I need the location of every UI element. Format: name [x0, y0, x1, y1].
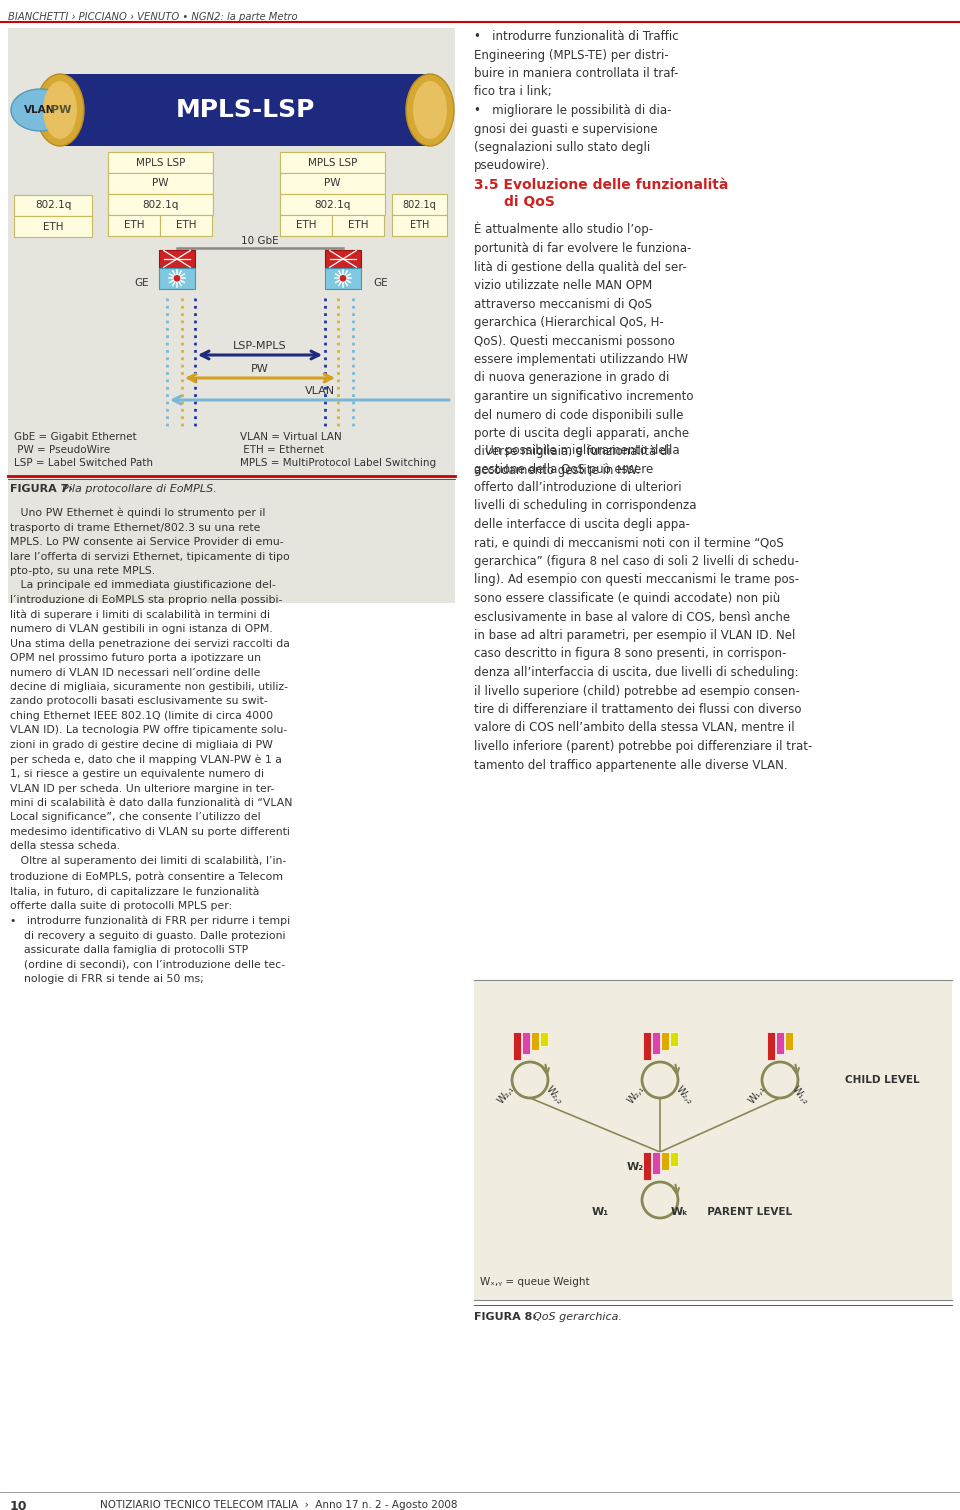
- Text: 3.5 Evoluzione delle funzionalità: 3.5 Evoluzione delle funzionalità: [474, 178, 729, 192]
- Text: GE: GE: [373, 278, 388, 288]
- Text: ETH: ETH: [43, 222, 63, 231]
- Text: 10: 10: [10, 1499, 28, 1510]
- Ellipse shape: [36, 74, 84, 146]
- Bar: [531, 1031, 539, 1049]
- Text: Pila protocollare di EoMPLS.: Pila protocollare di EoMPLS.: [55, 485, 217, 494]
- Text: 802.1q: 802.1q: [402, 199, 437, 210]
- Text: GbE = Gigabit Ethernet: GbE = Gigabit Ethernet: [14, 432, 136, 442]
- Text: PW = PseudoWire: PW = PseudoWire: [14, 445, 110, 455]
- Text: PARENT LEVEL: PARENT LEVEL: [700, 1206, 792, 1217]
- Bar: [660, 1031, 668, 1049]
- Bar: [513, 1031, 520, 1060]
- Text: W₂,₂: W₂,₂: [674, 1084, 694, 1105]
- Bar: [785, 1031, 793, 1049]
- Text: VLAN: VLAN: [305, 387, 335, 396]
- Text: NOTIZIARIO TECNICO TELECOM ITALIA  ›  Anno 17 n. 2 - Agosto 2008: NOTIZIARIO TECNICO TELECOM ITALIA › Anno…: [100, 1499, 458, 1510]
- Text: MPLS LSP: MPLS LSP: [308, 157, 357, 168]
- FancyBboxPatch shape: [280, 174, 385, 193]
- Bar: [660, 1152, 668, 1170]
- Text: FIGURA 8›: FIGURA 8›: [474, 1312, 537, 1321]
- Text: W₂,₁: W₂,₁: [626, 1084, 646, 1105]
- Text: VLAN = Virtual LAN: VLAN = Virtual LAN: [240, 432, 342, 442]
- Text: W₂,₁: W₂,₁: [495, 1084, 516, 1105]
- Text: MPLS LSP: MPLS LSP: [135, 157, 185, 168]
- Text: ETH: ETH: [296, 220, 316, 231]
- Bar: [521, 1031, 530, 1054]
- Text: W₁: W₁: [591, 1206, 609, 1217]
- Text: VLAN: VLAN: [24, 106, 56, 115]
- Text: 802.1q: 802.1q: [142, 199, 179, 210]
- Bar: [60, 74, 430, 146]
- Text: Wₖ: Wₖ: [671, 1206, 689, 1217]
- FancyBboxPatch shape: [392, 193, 447, 214]
- Circle shape: [175, 276, 180, 281]
- Text: BIANCHETTI › PICCIANO › VENUTO • NGN2: la parte Metro: BIANCHETTI › PICCIANO › VENUTO • NGN2: l…: [8, 12, 298, 23]
- Text: PW: PW: [324, 178, 341, 189]
- Text: 802.1q: 802.1q: [35, 201, 71, 210]
- Text: FIGURA 7›: FIGURA 7›: [10, 485, 73, 494]
- Text: Wₓ,ᵧ = queue Weight: Wₓ,ᵧ = queue Weight: [480, 1277, 589, 1287]
- FancyBboxPatch shape: [108, 193, 213, 214]
- FancyBboxPatch shape: [280, 193, 385, 214]
- Ellipse shape: [406, 74, 454, 146]
- Text: LSP-MPLS: LSP-MPLS: [233, 341, 287, 350]
- Text: QoS gerarchica.: QoS gerarchica.: [526, 1312, 622, 1321]
- Text: 802.1q: 802.1q: [314, 199, 350, 210]
- Bar: [652, 1152, 660, 1173]
- Bar: [540, 1031, 547, 1046]
- Text: ETH: ETH: [348, 220, 369, 231]
- Text: CHILD LEVEL: CHILD LEVEL: [846, 1075, 920, 1086]
- Bar: [324, 267, 361, 288]
- Circle shape: [341, 276, 346, 281]
- FancyBboxPatch shape: [108, 214, 160, 236]
- Text: ETH: ETH: [124, 220, 144, 231]
- FancyBboxPatch shape: [392, 214, 447, 236]
- Bar: [642, 1152, 651, 1179]
- FancyBboxPatch shape: [14, 195, 92, 216]
- Bar: [324, 249, 361, 267]
- FancyBboxPatch shape: [108, 174, 213, 193]
- Bar: [652, 1031, 660, 1054]
- FancyBboxPatch shape: [8, 29, 455, 602]
- Text: W₂: W₂: [627, 1163, 643, 1172]
- Text: W₂,₂: W₂,₂: [543, 1084, 564, 1105]
- Text: Uno PW Ethernet è quindi lo strumento per il
trasporto di trame Ethernet/802.3 s: Uno PW Ethernet è quindi lo strumento pe…: [10, 507, 293, 985]
- Text: •   introdurre funzionalità di Traffic
Engineering (MPLS-TE) per distri-
buire i: • introdurre funzionalità di Traffic Eng…: [474, 30, 679, 172]
- Text: ETH: ETH: [410, 220, 429, 231]
- Text: W₁,₂: W₁,₂: [789, 1084, 810, 1105]
- Text: Un possibile miglioramento della
gestione della QoS può essere
offerto dall’intr: Un possibile miglioramento della gestion…: [474, 444, 812, 772]
- Text: PW: PW: [252, 364, 269, 374]
- Ellipse shape: [413, 82, 447, 139]
- Bar: [776, 1031, 784, 1054]
- Text: MPLS-LSP: MPLS-LSP: [176, 98, 315, 122]
- Bar: [642, 1031, 651, 1060]
- FancyBboxPatch shape: [108, 153, 213, 174]
- Text: W₁,₁: W₁,₁: [747, 1084, 767, 1105]
- FancyBboxPatch shape: [332, 214, 384, 236]
- Text: PW: PW: [51, 106, 71, 115]
- Text: MPLS = MultiProtocol Label Switching: MPLS = MultiProtocol Label Switching: [240, 458, 436, 468]
- FancyBboxPatch shape: [14, 216, 92, 237]
- Bar: [669, 1031, 678, 1046]
- FancyBboxPatch shape: [280, 153, 385, 174]
- Text: GE: GE: [134, 278, 149, 288]
- Ellipse shape: [11, 89, 69, 131]
- FancyBboxPatch shape: [160, 214, 212, 236]
- Text: ETH = Ethernet: ETH = Ethernet: [240, 445, 324, 455]
- Text: È attualmente allo studio l’op-
portunità di far evolvere le funziona-
lità di g: È attualmente allo studio l’op- portunit…: [474, 222, 693, 477]
- Text: LSP = Label Switched Path: LSP = Label Switched Path: [14, 458, 153, 468]
- Text: di QoS: di QoS: [504, 195, 555, 208]
- Bar: [158, 249, 195, 267]
- Bar: [158, 267, 195, 288]
- Ellipse shape: [43, 82, 77, 139]
- FancyBboxPatch shape: [280, 214, 332, 236]
- Text: 10 GbE: 10 GbE: [241, 236, 278, 246]
- Bar: [767, 1031, 775, 1060]
- Bar: [669, 1152, 678, 1166]
- FancyBboxPatch shape: [474, 980, 952, 1300]
- Text: ETH: ETH: [176, 220, 196, 231]
- Text: PW: PW: [153, 178, 169, 189]
